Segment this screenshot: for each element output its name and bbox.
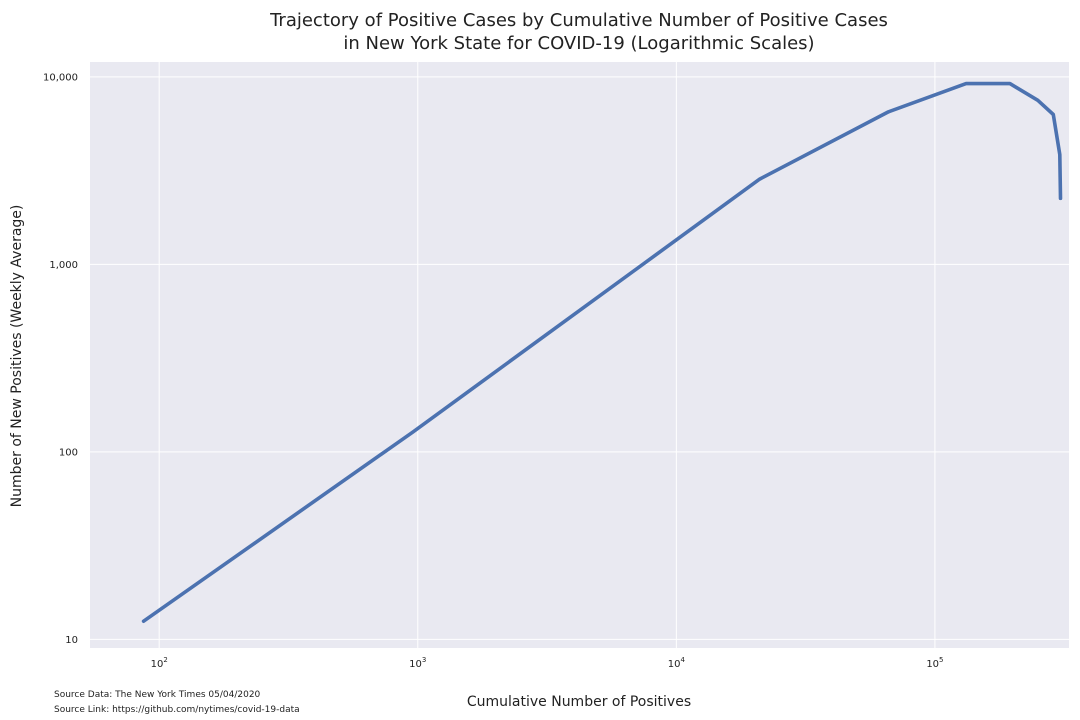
x-tick-exponent: 5 (939, 656, 943, 664)
x-tick-base: 10 (151, 659, 164, 670)
x-tick-exponent: 3 (422, 656, 426, 664)
x-tick-label: 104 (668, 656, 686, 670)
x-axis-ticks: 102 103 104 105 (151, 656, 944, 670)
x-tick-exponent: 2 (163, 656, 167, 664)
x-tick-exponent: 4 (680, 656, 685, 664)
source-link-note: Source Link: https://github.com/nytimes/… (54, 705, 300, 715)
y-tick-label: 10,000 (43, 72, 78, 83)
y-tick-label: 1,000 (49, 260, 78, 271)
x-tick-label: 102 (151, 656, 168, 670)
y-axis-label: Number of New Positives (Weekly Average) (9, 205, 25, 508)
chart-title-line-1: Trajectory of Positive Cases by Cumulati… (269, 10, 888, 31)
y-axis-ticks: 10,000 1,000 100 10 (43, 72, 78, 646)
grid (90, 62, 1069, 648)
series-layer (141, 81, 1063, 624)
y-tick-label: 10 (65, 635, 78, 646)
chart-title-line-2: in New York State for COVID-19 (Logarith… (343, 33, 814, 54)
x-tick-label: 105 (926, 656, 943, 670)
x-tick-base: 10 (409, 659, 422, 670)
x-axis-label: Cumulative Number of Positives (467, 694, 691, 710)
x-tick-base: 10 (668, 659, 681, 670)
x-tick-label: 103 (409, 656, 426, 670)
x-tick-base: 10 (926, 659, 939, 670)
y-tick-label: 100 (59, 447, 78, 458)
source-data-note: Source Data: The New York Times 05/04/20… (54, 690, 261, 700)
plot-area (90, 62, 1069, 648)
series-line (141, 81, 1063, 624)
